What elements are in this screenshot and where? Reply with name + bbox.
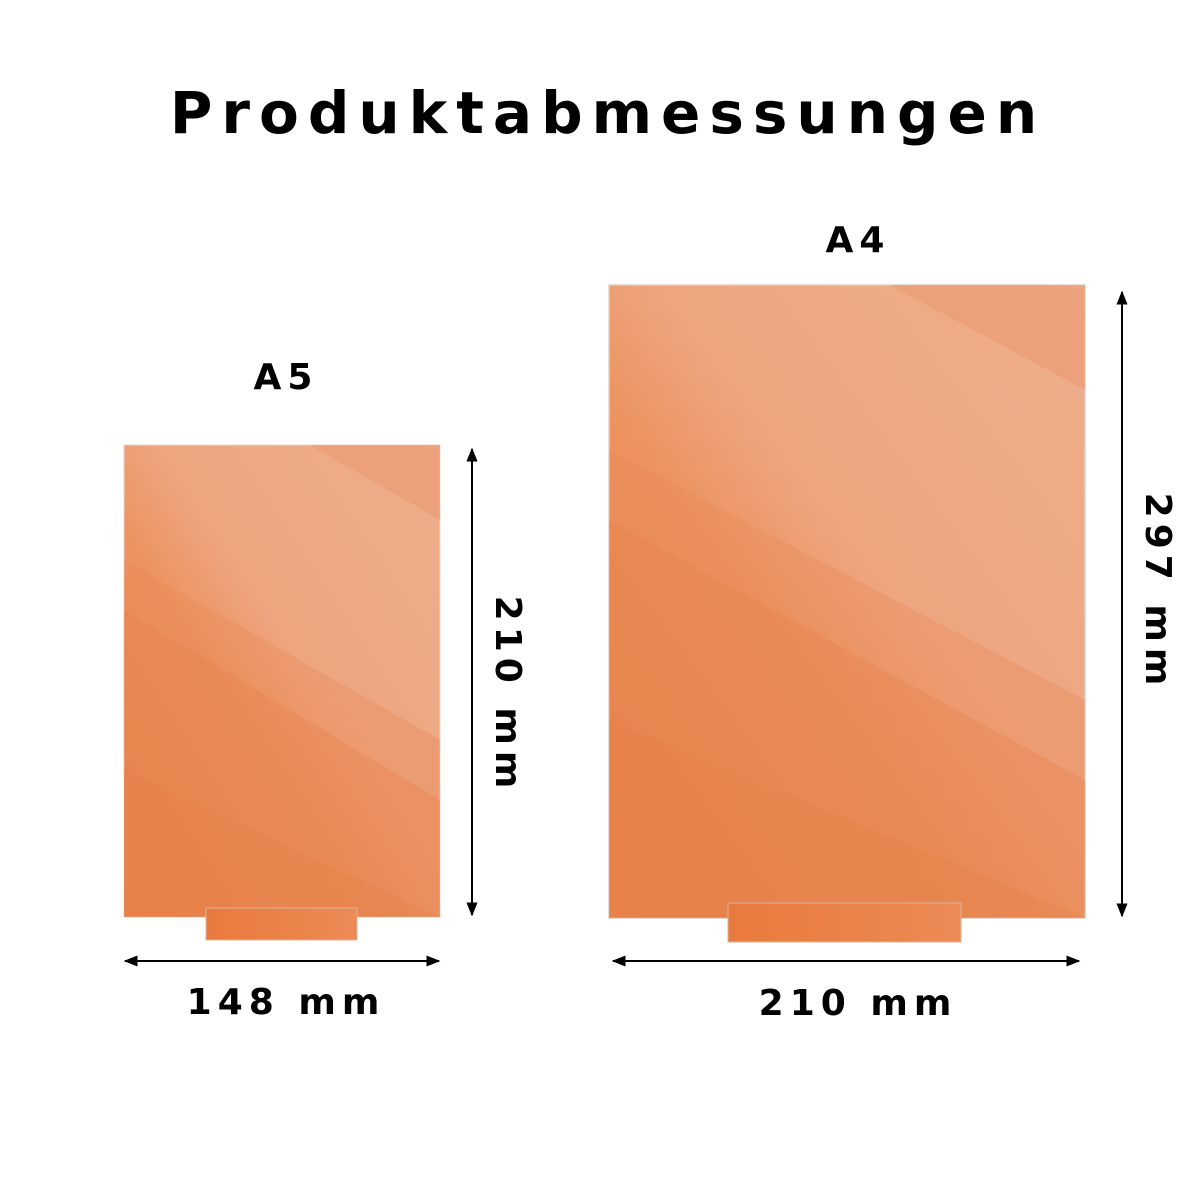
a5-width-label: 148 mm	[187, 982, 386, 1023]
a4-width-label: 210 mm	[759, 983, 958, 1024]
a5-stand-base	[205, 907, 358, 941]
a4-height-label: 297 mm	[1137, 493, 1178, 692]
a5-panel	[123, 444, 441, 918]
a4-panel	[608, 284, 1086, 919]
product-a5: A5 148 mm 210 mm	[123, 357, 528, 1023]
a4-panel-reflections	[609, 285, 1085, 918]
page-title: Produktabmessungen	[170, 79, 1046, 147]
product-a5-label: A5	[254, 357, 319, 398]
a5-height-label: 210 mm	[487, 596, 528, 795]
product-a4: A4 210 mm 297 mm	[608, 220, 1178, 1024]
a4-stand-base	[727, 902, 962, 943]
product-a4-label: A4	[826, 220, 891, 261]
a5-panel-reflections	[124, 445, 440, 917]
